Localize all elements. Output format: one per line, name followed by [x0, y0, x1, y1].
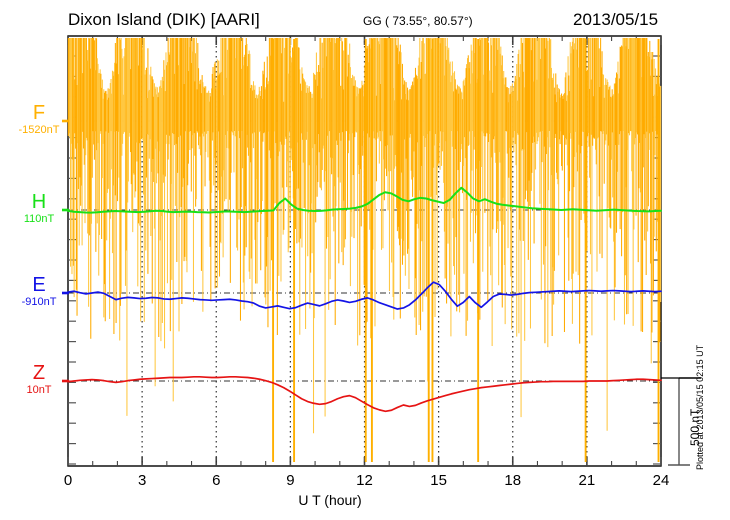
- scale-bar: [661, 377, 701, 466]
- x-tick-label: 18: [504, 472, 522, 489]
- component-label-h: H 110nT: [8, 192, 70, 226]
- component-baseline-e: -910nT: [21, 296, 57, 308]
- page-title: Dixon Island (DIK) [AARI]: [68, 10, 260, 29]
- component-baseline-h: 110nT: [23, 213, 55, 225]
- x-tick-label: 21: [578, 472, 596, 489]
- x-axis-title-text: U T (hour): [298, 492, 362, 508]
- x-tick-label: 6: [212, 472, 221, 489]
- x-tick-label: 9: [286, 472, 295, 489]
- component-baseline-f: -1520nT: [18, 124, 60, 136]
- component-name-f: F: [32, 102, 46, 124]
- trace-f: [67, 38, 662, 462]
- trace-e: [67, 281, 662, 310]
- x-tick-label: 15: [430, 472, 447, 489]
- component-label-z: Z 10nT: [8, 363, 70, 397]
- component-name-h: H: [31, 191, 47, 213]
- component-baseline-z: 10nT: [26, 384, 52, 396]
- component-name-e: E: [32, 274, 46, 296]
- component-name-z: Z: [32, 362, 46, 384]
- observation-date: 2013/05/15: [573, 10, 659, 29]
- x-tick-label: 12: [356, 472, 373, 489]
- x-tick-label: 24: [652, 472, 670, 489]
- geographic-coordinates: GG ( 73.55°, 80.57°): [363, 14, 473, 28]
- trace-h: [67, 186, 662, 214]
- trace-z: [67, 375, 662, 413]
- component-label-e: E -910nT: [8, 275, 70, 309]
- scale-bar-label: 500 nT: [688, 408, 702, 446]
- plotted-at-stamp: Plotted at 2013/05/15 02:15 UT: [695, 344, 705, 470]
- component-label-f: F -1520nT: [8, 103, 70, 137]
- x-tick-label: 0: [63, 472, 73, 489]
- x-tick-label: 3: [137, 472, 147, 489]
- x-axis-title: U T (hour): [0, 492, 730, 508]
